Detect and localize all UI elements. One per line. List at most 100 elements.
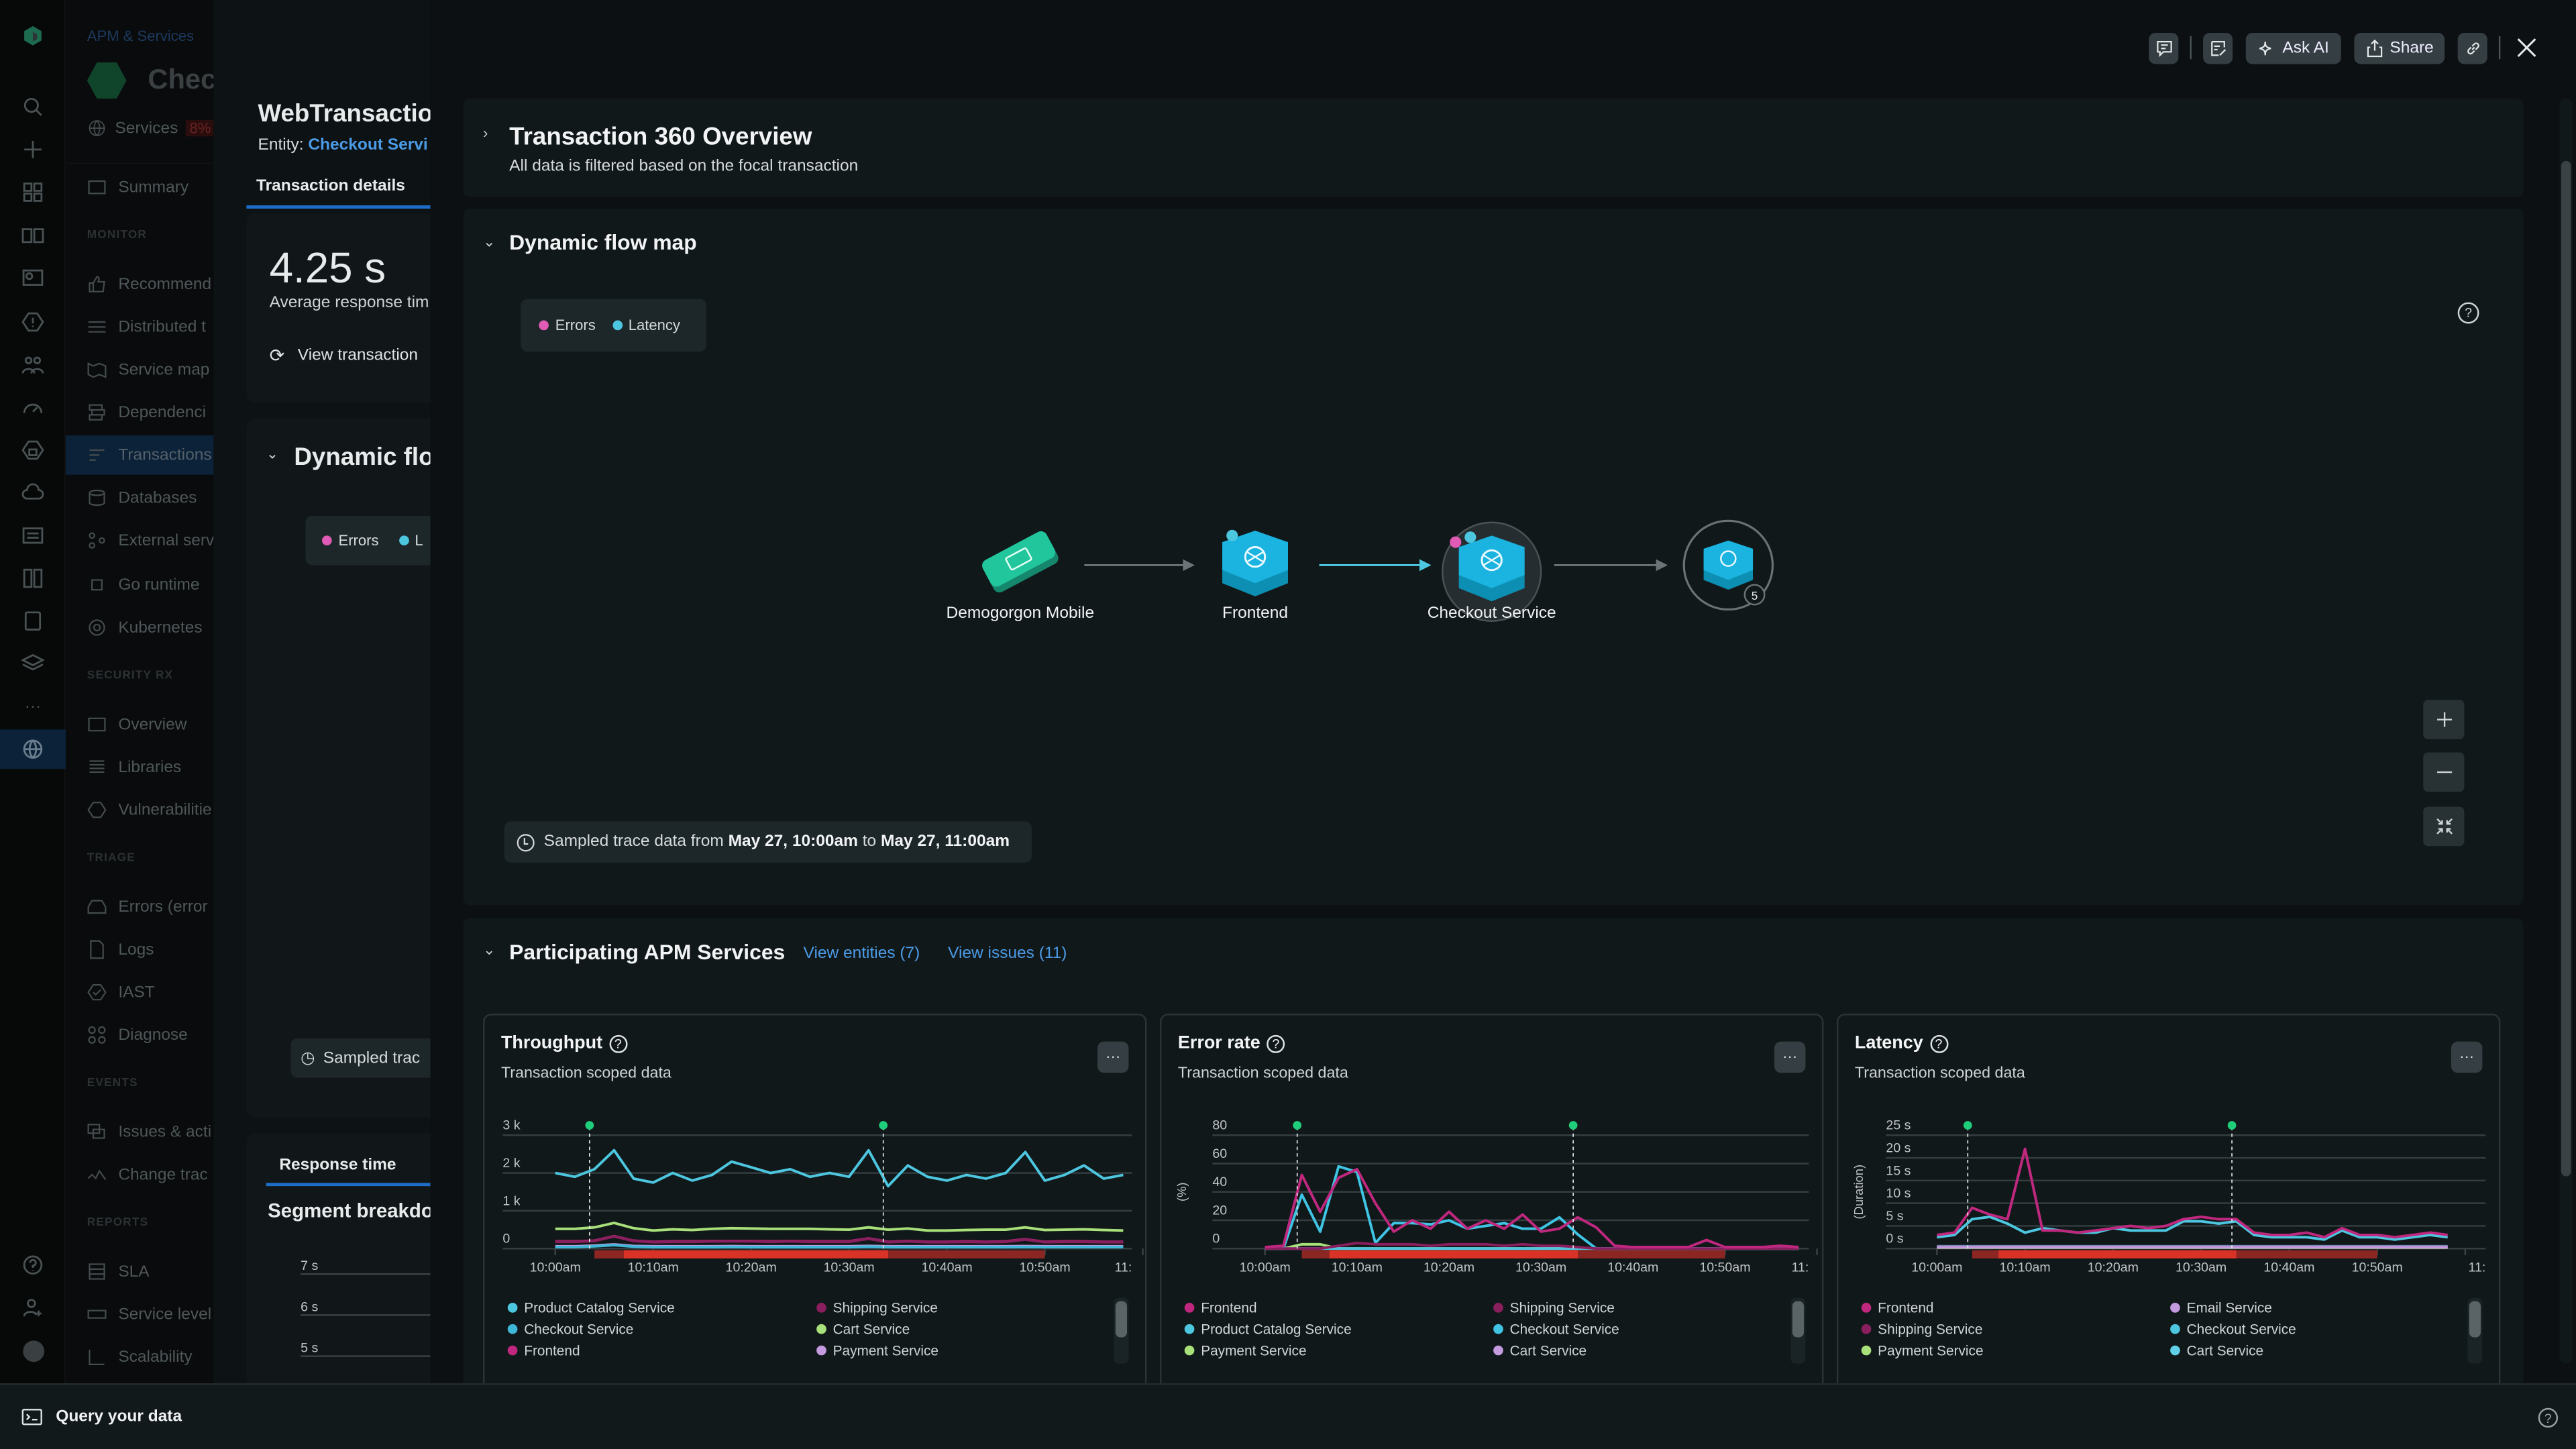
zoom-in-button[interactable] [2423,700,2465,740]
add-user-icon[interactable] [18,1293,48,1322]
legend-scrollbar[interactable] [2467,1297,2483,1364]
nav-item-dependencies[interactable]: Dependenci [66,392,213,432]
nav-item-issues[interactable]: Issues & acti [66,1112,213,1152]
copy-link-button[interactable] [2457,32,2487,64]
legend-item[interactable]: Cart Service [816,1320,1095,1338]
legend-item[interactable]: Cart Service [1493,1340,1772,1358]
logo-icon[interactable] [18,21,48,51]
legend-item[interactable]: Product Catalog Service [507,1298,816,1316]
legend-item[interactable]: Shipping Service [1493,1298,1772,1316]
entity-link[interactable]: Checkout Servi [308,136,428,155]
legend-item[interactable]: Checkout Service [2170,1320,2449,1338]
chart-menu-button[interactable]: ··· [1097,1041,1129,1073]
nav-item-databases[interactable]: Databases [66,478,213,518]
legend-scroll-thumb[interactable] [2469,1301,2481,1338]
fit-view-button[interactable] [2423,806,2465,847]
zoom-out-button[interactable] [2423,752,2465,792]
chevron-down-icon[interactable]: ⌄ [266,445,279,462]
help-icon[interactable]: ? [608,1034,627,1053]
ask-ai-button[interactable]: Ask AI [2245,32,2341,64]
nav-item-kubernetes[interactable]: Kubernetes [66,608,213,647]
deployment-marker[interactable] [1963,1121,1972,1130]
legend-item[interactable]: Payment Service [1861,1340,2170,1358]
deployment-marker[interactable] [2227,1121,2237,1130]
legend-item[interactable]: Payment Service [1184,1340,1493,1358]
avatar[interactable] [18,1336,48,1365]
mobile-device-icon[interactable] [18,606,48,636]
chevron-down-icon[interactable]: ⌄ [483,941,496,958]
legend-item[interactable]: Payment Service [816,1340,1095,1358]
comment-button[interactable] [2149,32,2179,64]
legend-item[interactable]: Shipping Service [1861,1320,2170,1338]
notes-button[interactable] [2203,32,2233,64]
deployment-marker[interactable] [1568,1121,1578,1130]
share-button[interactable]: Share [2354,32,2445,64]
node-frontend[interactable] [1222,529,1289,596]
chevron-right-icon[interactable]: › [483,125,488,142]
dashboards-icon[interactable] [18,263,48,292]
legend-scrollbar[interactable] [1114,1297,1129,1364]
nav-item-service-levels[interactable]: Service level [66,1295,213,1334]
node-checkout-service[interactable] [1441,521,1542,622]
legend-item[interactable]: Checkout Service [1493,1320,1772,1338]
nav-item-transactions[interactable]: Transactions [65,435,214,475]
node-demogorgon-mobile[interactable] [980,529,1061,594]
legend-item[interactable]: Shipping Service [816,1298,1095,1316]
nav-item-diagnose[interactable]: Diagnose [66,1015,213,1055]
search-icon[interactable] [18,92,48,121]
nav-item-summary[interactable]: Summary [66,168,213,207]
chevron-down-icon[interactable]: ⌄ [483,233,496,250]
close-button[interactable] [2515,36,2538,59]
legend-item[interactable]: Frontend [507,1340,816,1358]
alerts-icon[interactable] [18,307,48,337]
incident-peak-bar[interactable] [1998,1250,2237,1258]
nav-item-change-tracking[interactable]: Change trac [66,1155,213,1195]
more-icon[interactable]: ··· [24,697,42,716]
layers-icon[interactable] [18,649,48,678]
node-group-collapsed[interactable]: 5 [1682,519,1774,611]
legend-item[interactable]: Cart Service [2170,1340,2449,1358]
compare-icon[interactable] [18,564,48,593]
incident-peak-bar[interactable] [623,1250,889,1258]
view-transaction-link[interactable]: ⟳ View transaction [270,345,418,366]
incident-peak-bar[interactable] [1329,1250,1578,1258]
legend-item[interactable]: Frontend [1184,1298,1493,1316]
nav-item-distributed-tracing[interactable]: Distributed t [66,307,213,347]
deployment-marker[interactable] [879,1121,888,1130]
scrollbar-thumb[interactable] [2561,161,2571,1177]
chart-menu-button[interactable]: ··· [2451,1041,2483,1073]
view-issues-link[interactable]: View issues (11) [948,945,1067,963]
legend-scroll-thumb[interactable] [1115,1301,1128,1338]
nav-item-go-runtime[interactable]: Go runtime [66,565,213,604]
cloud-cost-icon[interactable] [18,478,48,508]
nav-item-service-map[interactable]: Service map [66,350,213,390]
breadcrumb[interactable]: APM & Services [87,28,195,45]
nav-item-external-services[interactable]: External serv [66,521,213,560]
deployment-marker[interactable] [585,1121,594,1130]
security-lock-icon[interactable] [18,435,48,465]
nav-item-scalability[interactable]: Scalability [66,1337,213,1377]
nav-item-logs[interactable]: Logs [66,930,213,969]
legend-item[interactable]: Email Service [2170,1298,2449,1316]
nav-item-sla[interactable]: SLA [66,1252,213,1291]
catalog-book-icon[interactable] [18,220,48,250]
nav-item-overview[interactable]: Overview [66,705,213,745]
help-icon[interactable] [18,1250,48,1280]
help-icon[interactable]: ? [1267,1034,1285,1053]
apps-icon[interactable] [18,177,48,207]
help-icon[interactable]: ? [2538,1407,2559,1428]
deployment-marker[interactable] [1293,1121,1302,1130]
globe-icon[interactable] [18,735,48,764]
help-icon[interactable]: ? [1929,1034,1948,1053]
settings-sliders-icon[interactable] [18,521,48,550]
performance-gauge-icon[interactable] [18,392,48,422]
legend-item[interactable]: Frontend [1861,1298,2170,1316]
nav-item-vulnerabilities[interactable]: Vulnerabilitie [66,790,213,830]
help-icon[interactable]: ? [2457,302,2479,324]
tab-response-time[interactable]: Response time [279,1157,396,1175]
legend-item[interactable]: Checkout Service [507,1320,816,1338]
chart-menu-button[interactable]: ··· [1774,1041,1806,1073]
nav-item-libraries[interactable]: Libraries [66,747,213,787]
nav-item-recommendations[interactable]: Recommend [66,264,213,304]
page-scrollbar[interactable] [2559,98,2573,1364]
